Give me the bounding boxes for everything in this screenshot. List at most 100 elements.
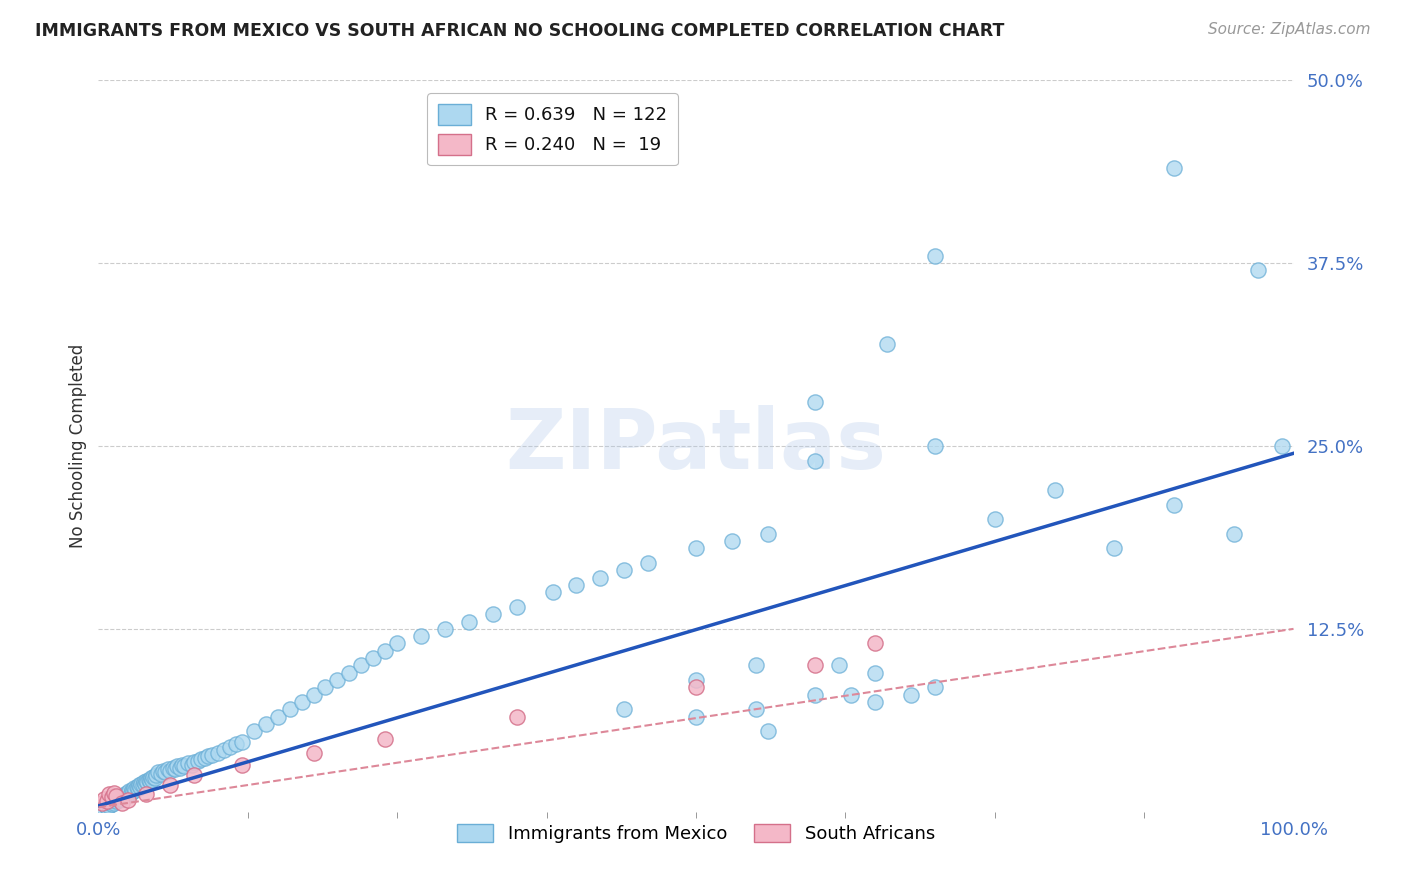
Point [267, 709, 290, 723]
Point [565, 578, 588, 592]
Point [169, 761, 191, 775]
Point [115, 789, 138, 803]
Point [105, 795, 128, 809]
Point [339, 665, 361, 680]
Point [190, 752, 212, 766]
Point [506, 709, 529, 723]
Point [506, 599, 529, 614]
Point [201, 747, 224, 762]
Point [148, 765, 170, 780]
Point [172, 758, 194, 772]
Point [104, 793, 127, 807]
Point [100, 797, 122, 812]
Point [180, 758, 202, 772]
Point [155, 765, 177, 780]
Point [166, 759, 188, 773]
Point [91, 800, 114, 814]
Point [163, 762, 186, 776]
Point [194, 750, 217, 764]
Point [111, 796, 134, 810]
Point [152, 764, 174, 778]
Point [637, 556, 659, 570]
Point [804, 453, 827, 467]
Point [98, 787, 121, 801]
Point [141, 772, 163, 787]
Point [984, 512, 1007, 526]
Text: Source: ZipAtlas.com: Source: ZipAtlas.com [1208, 22, 1371, 37]
Point [804, 688, 827, 702]
Point [721, 534, 744, 549]
Point [613, 563, 636, 577]
Point [841, 688, 863, 702]
Point [120, 786, 142, 800]
Point [350, 658, 373, 673]
Point [756, 526, 779, 541]
Point [231, 734, 253, 748]
Point [411, 629, 433, 643]
Point [135, 774, 157, 789]
Point [143, 771, 166, 785]
Point [481, 607, 505, 622]
Point [156, 762, 179, 776]
Point [302, 746, 325, 760]
Point [434, 622, 457, 636]
Point [139, 774, 162, 789]
Point [685, 541, 707, 556]
Point [315, 681, 337, 695]
Point [924, 439, 946, 453]
Point [1043, 483, 1066, 497]
Legend: Immigrants from Mexico, South Africans: Immigrants from Mexico, South Africans [450, 816, 942, 850]
Point [745, 702, 768, 716]
Point [142, 770, 165, 784]
Point [363, 651, 385, 665]
Point [162, 761, 184, 775]
Point [1223, 526, 1246, 541]
Point [124, 782, 146, 797]
Point [745, 658, 768, 673]
Point [589, 571, 612, 585]
Point [96, 800, 118, 814]
Point [132, 775, 155, 789]
Point [103, 786, 125, 800]
Point [129, 780, 152, 794]
Point [254, 717, 277, 731]
Point [225, 738, 247, 752]
Point [374, 731, 396, 746]
Point [1271, 439, 1294, 453]
Point [1163, 161, 1185, 175]
Point [756, 724, 779, 739]
Point [865, 665, 887, 680]
Point [101, 795, 124, 809]
Point [131, 777, 153, 791]
Point [135, 787, 157, 801]
Point [685, 681, 707, 695]
Point [108, 790, 131, 805]
Point [93, 802, 115, 816]
Point [131, 778, 153, 792]
Point [291, 695, 314, 709]
Point [278, 702, 301, 716]
Point [207, 746, 229, 760]
Point [900, 688, 922, 702]
Point [114, 787, 136, 801]
Point [134, 777, 156, 791]
Point [124, 781, 146, 796]
Point [302, 688, 325, 702]
Point [183, 755, 205, 769]
Point [118, 784, 141, 798]
Point [177, 756, 200, 771]
Point [98, 796, 122, 810]
Point [94, 798, 117, 813]
Y-axis label: No Schooling Completed: No Schooling Completed [69, 344, 87, 548]
Point [138, 772, 160, 787]
Text: ZIPatlas: ZIPatlas [506, 406, 886, 486]
Point [685, 709, 707, 723]
Point [125, 780, 148, 794]
Point [111, 789, 134, 803]
Point [219, 740, 242, 755]
Point [865, 636, 887, 650]
Point [326, 673, 349, 687]
Point [107, 791, 129, 805]
Point [117, 793, 139, 807]
Point [136, 775, 159, 789]
